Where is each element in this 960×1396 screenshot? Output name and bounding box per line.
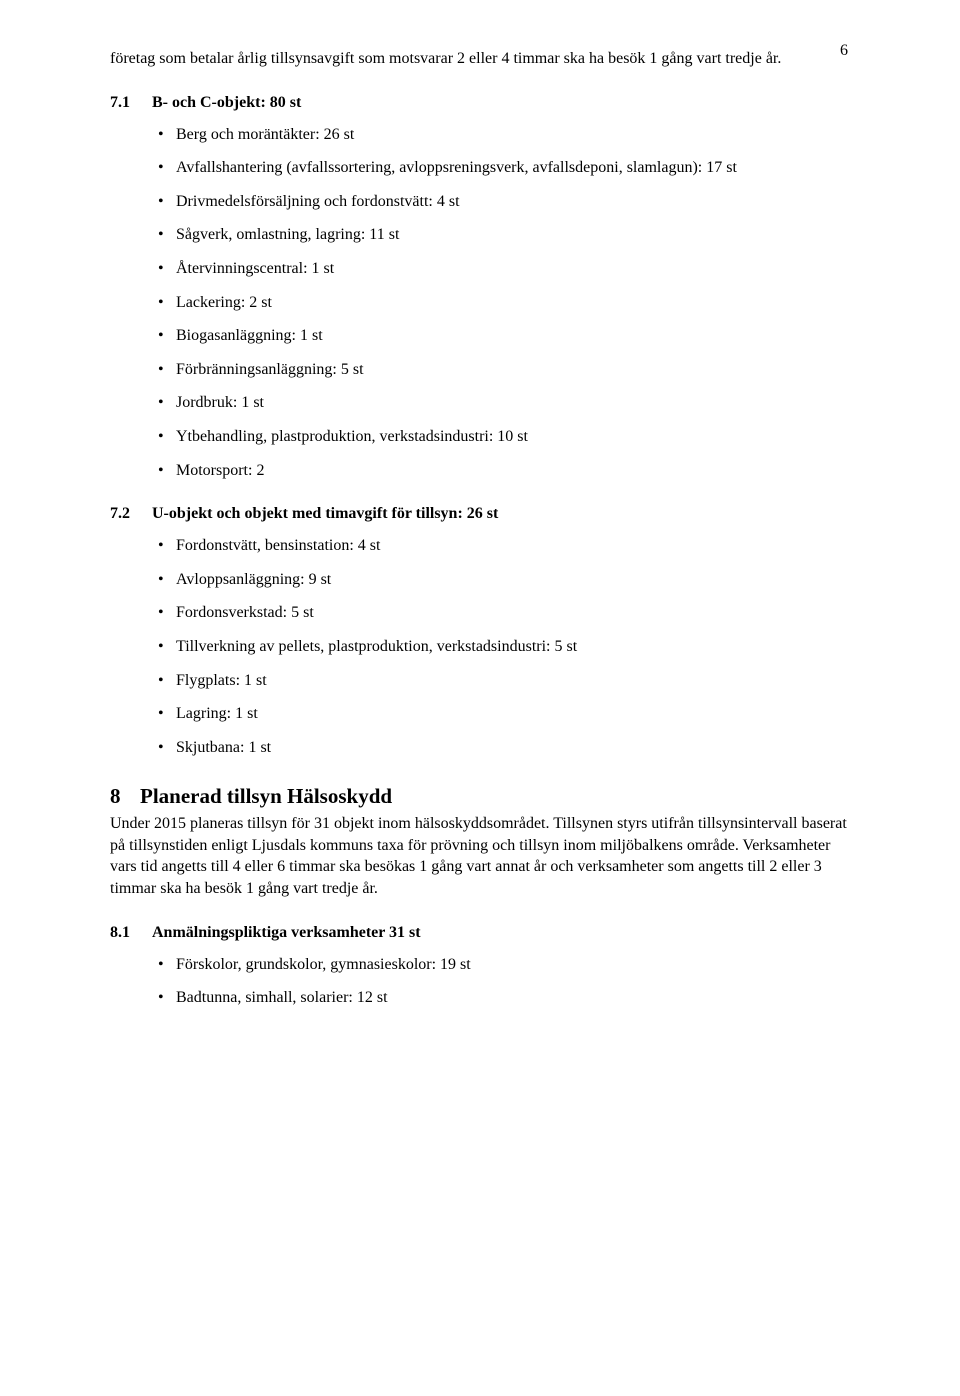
section-7-1-title: B- och C-objekt: 80 st <box>152 94 301 111</box>
list-item: Lagring: 1 st <box>158 703 850 725</box>
section-7-2-heading: 7.2U-objekt och objekt med timavgift för… <box>110 505 850 523</box>
intro-paragraph: företag som betalar årlig tillsynsavgift… <box>110 48 850 70</box>
section-8-heading: 8Planerad tillsyn Hälsoskydd <box>110 784 850 809</box>
list-item: Flygplats: 1 st <box>158 670 850 692</box>
list-item: Förbränningsanläggning: 5 st <box>158 359 850 381</box>
section-8-1-list: Förskolor, grundskolor, gymnasieskolor: … <box>110 954 850 1009</box>
section-7-1-number: 7.1 <box>110 94 152 112</box>
list-item: Badtunna, simhall, solarier: 12 st <box>158 987 850 1009</box>
list-item: Jordbruk: 1 st <box>158 392 850 414</box>
list-item: Sågverk, omlastning, lagring: 11 st <box>158 224 850 246</box>
list-item: Lackering: 2 st <box>158 292 850 314</box>
section-7-2-number: 7.2 <box>110 505 152 523</box>
section-8-1-number: 8.1 <box>110 924 152 942</box>
list-item: Återvinningscentral: 1 st <box>158 258 850 280</box>
section-8-body: Under 2015 planeras tillsyn för 31 objek… <box>110 813 850 899</box>
list-item: Fordonstvätt, bensinstation: 4 st <box>158 535 850 557</box>
list-item: Berg och moräntäkter: 26 st <box>158 124 850 146</box>
list-item: Biogasanläggning: 1 st <box>158 325 850 347</box>
page-number: 6 <box>840 42 848 60</box>
list-item: Fordonsverkstad: 5 st <box>158 602 850 624</box>
list-item: Avloppsanläggning: 9 st <box>158 569 850 591</box>
section-7-1-list: Berg och moräntäkter: 26 st Avfallshanter… <box>110 124 850 482</box>
document-page: 6 företag som betalar årlig tillsynsavgi… <box>0 0 960 1396</box>
list-item: Tillverkning av pellets, plastproduktion… <box>158 636 850 658</box>
section-8-1-title: Anmälningspliktiga verksamheter 31 st <box>152 924 421 941</box>
section-8-title: Planerad tillsyn Hälsoskydd <box>140 784 392 808</box>
list-item: Drivmedelsförsäljning och fordonstvätt: … <box>158 191 850 213</box>
list-item: Skjutbana: 1 st <box>158 737 850 759</box>
list-item: Förskolor, grundskolor, gymnasieskolor: … <box>158 954 850 976</box>
list-item: Motorsport: 2 <box>158 460 850 482</box>
section-8-number: 8 <box>110 784 140 809</box>
section-7-2-title: U-objekt och objekt med timavgift för ti… <box>152 505 498 522</box>
section-8-1-heading: 8.1Anmälningspliktiga verksamheter 31 st <box>110 924 850 942</box>
list-item: Ytbehandling, plastproduktion, verkstads… <box>158 426 850 448</box>
section-7-2-list: Fordonstvätt, bensinstation: 4 st Avlopps… <box>110 535 850 758</box>
section-7-1-heading: 7.1B- och C-objekt: 80 st <box>110 94 850 112</box>
list-item: Avfallshantering (avfallssortering, avlo… <box>158 157 850 179</box>
